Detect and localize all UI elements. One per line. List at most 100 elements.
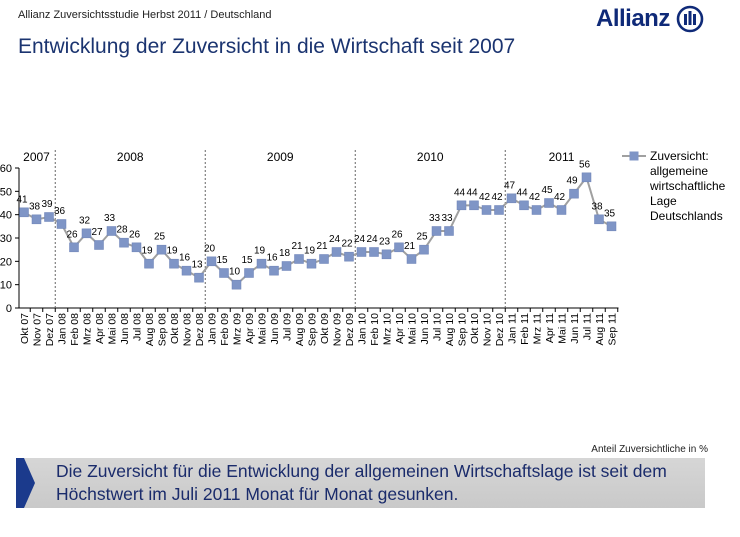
data-point (394, 242, 404, 253)
x-tick-label: Jan 11 (507, 313, 519, 344)
y-tick-label: 0 (6, 303, 12, 315)
allianz-eagle-icon (676, 5, 704, 33)
x-tick-label: Nov 08 (182, 313, 194, 346)
data-label: 24 (329, 234, 341, 245)
year-label: 2007 (23, 150, 50, 164)
data-label: 18 (279, 248, 291, 259)
data-point (31, 214, 42, 225)
data-label: 21 (404, 241, 416, 252)
data-label: 21 (316, 241, 328, 252)
data-label: 44 (466, 187, 478, 198)
x-tick-label: Mai 09 (257, 313, 269, 345)
year-label: 2009 (267, 150, 294, 164)
data-label: 15 (241, 255, 253, 266)
data-label: 25 (154, 232, 166, 243)
data-label: 47 (504, 180, 516, 191)
data-label: 42 (479, 192, 491, 203)
x-tick-label: Jul 08 (132, 313, 144, 341)
data-label: 32 (79, 215, 91, 226)
data-label: 19 (141, 246, 153, 257)
data-label: 13 (191, 260, 203, 271)
data-label: 49 (566, 176, 578, 187)
data-point (606, 221, 617, 232)
x-tick-label: Jan 09 (207, 313, 219, 345)
data-point (319, 254, 329, 264)
data-label: 19 (304, 246, 316, 257)
x-tick-label: Apr 09 (244, 313, 256, 344)
data-point (244, 268, 254, 278)
data-label: 42 (529, 192, 541, 203)
x-tick-label: Nov 09 (332, 313, 344, 346)
data-point (56, 219, 67, 229)
data-point (356, 247, 367, 257)
data-label: 26 (129, 229, 141, 240)
x-tick-label: Apr 08 (94, 313, 106, 344)
data-label: 44 (454, 187, 466, 198)
data-point (206, 256, 217, 267)
legend-label: Lage (650, 194, 677, 208)
data-point (544, 198, 554, 208)
data-label: 33 (104, 213, 116, 224)
data-point (69, 242, 79, 253)
data-label: 24 (366, 234, 378, 245)
data-label: 15 (216, 255, 228, 266)
x-tick-label: Jul 09 (282, 313, 294, 341)
legend-label: Zuversicht: (650, 149, 709, 163)
data-label: 27 (91, 227, 103, 238)
x-tick-label: Aug 10 (444, 313, 456, 346)
data-point (556, 205, 567, 215)
data-point (269, 265, 279, 276)
data-point (119, 237, 129, 248)
x-tick-label: Nov 07 (32, 313, 44, 346)
data-label: 36 (54, 206, 66, 217)
x-tick-label: Jun 09 (269, 313, 281, 345)
data-label: 38 (29, 201, 41, 212)
data-point (481, 205, 492, 215)
y-tick-label: 20 (0, 256, 12, 268)
data-point (531, 205, 542, 215)
data-point (444, 226, 454, 236)
x-tick-label: Sep 10 (457, 313, 469, 346)
data-label: 44 (516, 187, 528, 198)
x-tick-label: Feb 11 (519, 313, 531, 345)
data-label: 20 (204, 243, 216, 254)
data-label: 45 (541, 185, 553, 196)
data-label: 42 (554, 192, 566, 203)
legend-label: Deutschlands (650, 209, 723, 223)
data-label: 23 (379, 236, 391, 247)
x-tick-label: Mrz 10 (382, 313, 394, 345)
study-subtitle: Allianz Zuversichtsstudie Herbst 2011 / … (18, 9, 272, 21)
data-label: 25 (416, 232, 428, 243)
data-point (594, 214, 604, 225)
data-label: 19 (166, 246, 178, 257)
data-point (194, 272, 204, 283)
data-label: 38 (591, 201, 603, 212)
x-tick-label: Mrz 08 (82, 313, 94, 345)
data-label: 24 (354, 234, 366, 245)
x-tick-label: Mai 08 (107, 313, 119, 345)
data-point (44, 212, 54, 222)
x-tick-label: Apr 11 (544, 313, 556, 343)
x-tick-label: Jun 11 (569, 313, 581, 344)
data-point (294, 254, 304, 264)
x-tick-label: Mrz 09 (232, 313, 244, 345)
year-label: 2008 (117, 150, 144, 164)
x-tick-label: Feb 08 (69, 313, 81, 346)
x-tick-label: Jun 08 (119, 313, 131, 345)
x-tick-label: Sep 08 (157, 313, 169, 346)
data-point (156, 244, 167, 255)
x-tick-label: Dez 08 (194, 313, 206, 346)
x-tick-label: Mai 10 (407, 313, 419, 345)
data-point (219, 268, 229, 278)
data-point (181, 265, 192, 276)
x-tick-label: Sep 09 (307, 313, 319, 346)
allianz-logo: Allianz (596, 5, 704, 33)
data-label: 28 (116, 225, 128, 236)
x-tick-label: Jul 10 (432, 313, 444, 341)
y-tick-label: 50 (0, 186, 12, 198)
data-point (344, 251, 354, 262)
data-point (581, 172, 592, 183)
data-point (106, 226, 117, 236)
year-label: 2011 (549, 150, 575, 164)
